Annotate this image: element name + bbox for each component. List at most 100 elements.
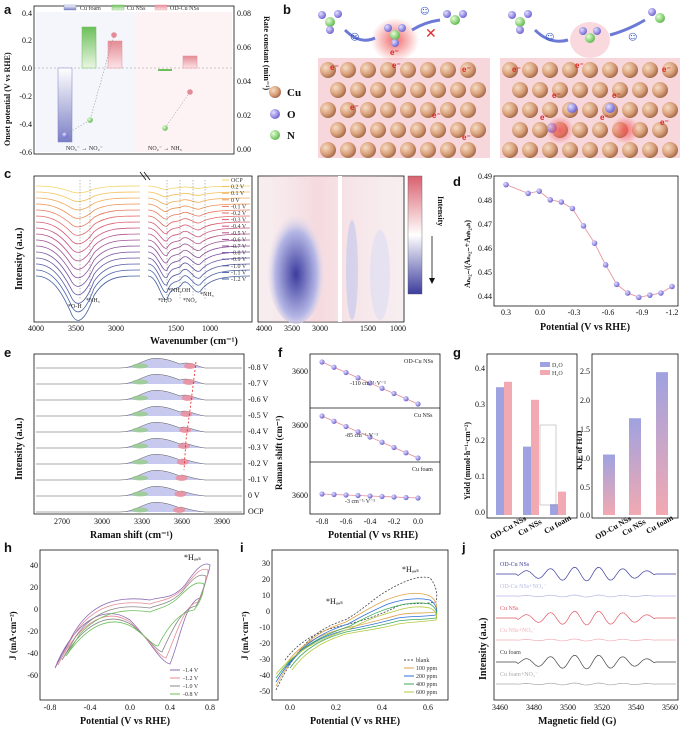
- g-ytick-4: 0.0: [475, 508, 485, 517]
- c-ann-nh3: *NH₃: [86, 298, 100, 304]
- cu-atom: [420, 102, 436, 118]
- g2-ytick-1: 2.0: [580, 396, 590, 405]
- d-xtick-5: -1.2: [666, 308, 679, 317]
- legend-swatch-od-cu-nss: [154, 4, 168, 11]
- d-point: [547, 197, 554, 203]
- d-xtick-2: -0.3: [568, 308, 581, 317]
- cu-atom: [370, 122, 386, 138]
- molecule-product-right: [648, 8, 665, 23]
- d-point: [536, 188, 542, 194]
- c-rxtick-1: 3500: [284, 324, 300, 333]
- c-legend-label: -1.2 V: [231, 277, 247, 283]
- g2-bar-kie: [656, 372, 668, 515]
- cu-atom: [470, 82, 486, 98]
- f-point: [343, 369, 349, 376]
- e-xtick-2: 3300: [134, 517, 150, 526]
- cu-atom: [330, 122, 346, 138]
- arrow-desorb-left: [411, 18, 441, 32]
- electron-10: e⁻: [662, 65, 671, 74]
- heatmap-break: [338, 176, 342, 322]
- i-curve-600: [275, 606, 438, 675]
- panel-f-frame: [309, 353, 441, 515]
- a-ltick-3: -0.2: [19, 92, 32, 101]
- rate-k1-cu-foam: [62, 132, 68, 138]
- d-ytick-4: 0.45: [478, 268, 492, 277]
- a-rtick-1: 0.06: [237, 43, 251, 52]
- c-legend-label: -0.8 V: [231, 251, 247, 257]
- raman-peak-green: [132, 459, 148, 465]
- f-xtick-2: -0.4: [364, 517, 377, 526]
- cu-atom: [410, 82, 426, 98]
- panel-j-xlabel: Magnetic field (G): [538, 716, 616, 727]
- panel-e-xlabel: Raman shift (cm⁻¹): [90, 530, 173, 541]
- i-ytick-0: 30: [262, 559, 270, 568]
- f-point: [403, 450, 409, 456]
- cu-atom: [410, 122, 426, 138]
- epr-trace: [496, 638, 676, 642]
- cu-atom: [340, 62, 356, 78]
- cu-atom: [532, 122, 548, 138]
- panel-g-ylabel: Yield (mmol·h⁻¹·cm⁻²): [463, 422, 472, 500]
- molecule-adsorbed-left: [384, 24, 406, 47]
- cu-atom: [430, 122, 446, 138]
- panel-a-left-ticks: 0.4 0.2 0.0 -0.2 -0.4 -0.6: [19, 9, 32, 157]
- d-xticks: 0.3 0.0 -0.3 -0.6 -0.9 -1.2: [501, 308, 678, 317]
- raman-peak-red: [178, 443, 190, 449]
- cu-atom: [602, 142, 618, 158]
- g-ytick-2: 0.2: [475, 436, 485, 445]
- raman-peak-green: [132, 443, 148, 449]
- h-annot: *Hₐₔₛ: [184, 553, 201, 562]
- cu-atom: [662, 62, 678, 78]
- molecule-adsorbed-right: [579, 27, 601, 43]
- ftir-trace: [35, 251, 251, 287]
- cu-atom: [582, 62, 598, 78]
- cu-lattice: [320, 62, 678, 158]
- raman-peak-green: [132, 363, 148, 369]
- panel-g-frame-2: [591, 353, 679, 519]
- raman-peak-red: [176, 459, 189, 465]
- c-xtick-4: 1000: [202, 324, 218, 333]
- j-trace-label: Cu NSs: [500, 606, 519, 612]
- legend-cu-text: Cu: [287, 87, 301, 99]
- d-point: [636, 294, 642, 301]
- g2-cat-2: Cu foam: [645, 513, 675, 536]
- cu-atom: [470, 122, 486, 138]
- g-legend-d2o: D₂O: [552, 363, 563, 369]
- f-ytick-0: 3600: [292, 367, 308, 376]
- cu-atom: [360, 142, 376, 158]
- heatmap-blob-oh: [266, 200, 326, 324]
- cu-atom: [642, 142, 658, 158]
- epr-trace: [496, 610, 676, 626]
- h-ytick-0: 40: [30, 561, 38, 570]
- cu-atom: [512, 82, 528, 98]
- cu-atom: [370, 82, 386, 98]
- i-ytick-1: 20: [262, 575, 270, 584]
- epr-traces: [496, 566, 676, 686]
- cu-atom: [320, 102, 336, 118]
- f-name-cunss: Cu NSs: [414, 413, 433, 419]
- step2-label: NO₂⁻ → NH₃: [148, 146, 182, 152]
- e-trace-label: OCP: [248, 507, 264, 516]
- cu-atom: [340, 102, 356, 118]
- f-ytick-2: 3600: [292, 491, 308, 500]
- epr-trace: [496, 566, 676, 582]
- legend-o-atom: [270, 109, 280, 119]
- panel-c-xlabel: Wavenumber (cm⁻¹): [150, 336, 238, 347]
- i-curve-blank: [275, 576, 438, 691]
- cu-atom: [340, 142, 356, 158]
- d-point: [647, 292, 653, 298]
- cu-atom: [320, 62, 336, 78]
- rate-k1-cu-nss: [87, 117, 93, 123]
- raman-peak-red: [175, 475, 188, 481]
- d-yticks: 0.49 0.48 0.47 0.46 0.45 0.44: [478, 172, 492, 301]
- panel-d-frame: [493, 175, 679, 307]
- ftir-trace: [35, 245, 251, 279]
- axis-break-1: [139, 171, 147, 181]
- i-legend-3: 400 ppm: [416, 682, 438, 688]
- rate-k1-od-cu: [111, 32, 117, 38]
- f-point: [331, 364, 337, 370]
- e-xtick-4: 3900: [214, 517, 230, 526]
- panel-i: i *Hₐₔₛ *Hₐₔₛ blank 100 ppm 200 ppm 400 …: [240, 540, 449, 727]
- d-line: [505, 184, 673, 298]
